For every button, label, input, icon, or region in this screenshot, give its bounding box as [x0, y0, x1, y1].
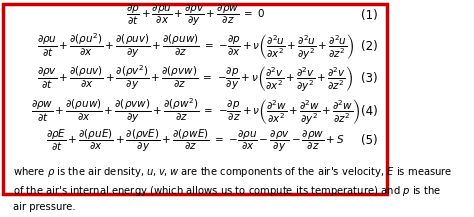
- Text: (5): (5): [361, 134, 378, 147]
- FancyBboxPatch shape: [3, 4, 387, 194]
- Text: (1): (1): [361, 9, 378, 22]
- Text: (3): (3): [361, 72, 378, 85]
- Text: where $\rho$ is the air density, $u, v, w$ are the components of the air's veloc: where $\rho$ is the air density, $u, v, …: [13, 165, 453, 212]
- Text: (2): (2): [361, 40, 378, 53]
- Text: $\dfrac{\partial \rho}{\partial t} + \dfrac{\partial \rho u}{\partial x} + \dfra: $\dfrac{\partial \rho}{\partial t} + \df…: [126, 3, 265, 28]
- Text: $\dfrac{\partial \rho E}{\partial t} + \dfrac{\partial (\rho uE)}{\partial x} + : $\dfrac{\partial \rho E}{\partial t} + \…: [46, 128, 345, 154]
- Text: (4): (4): [361, 105, 378, 118]
- Text: $\dfrac{\partial \rho w}{\partial t} + \dfrac{\partial (\rho uw)}{\partial x} + : $\dfrac{\partial \rho w}{\partial t} + \…: [31, 96, 360, 127]
- Text: $\dfrac{\partial \rho v}{\partial t} + \dfrac{\partial (\rho uv)}{\partial x} + : $\dfrac{\partial \rho v}{\partial t} + \…: [37, 63, 353, 94]
- Text: $\dfrac{\partial \rho u}{\partial t} + \dfrac{\partial (\rho u^2)}{\partial x} +: $\dfrac{\partial \rho u}{\partial t} + \…: [36, 31, 354, 62]
